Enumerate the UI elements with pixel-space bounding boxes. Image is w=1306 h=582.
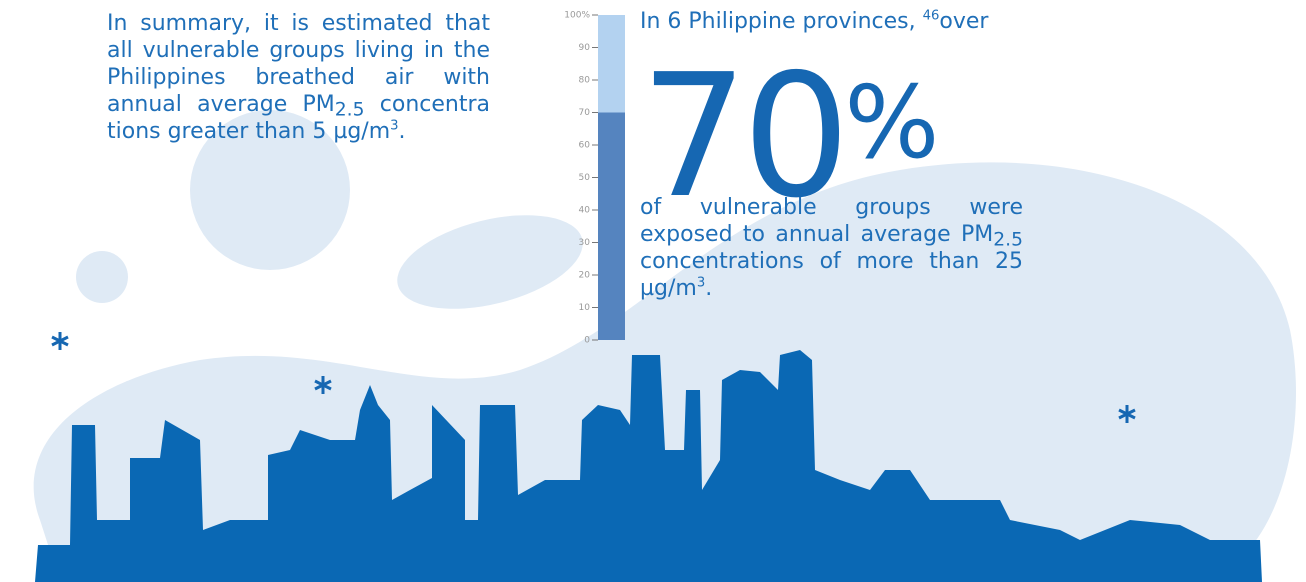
text: In 6 Philippine provinces, <box>640 9 923 34</box>
text: . <box>398 119 406 144</box>
tick-label: 40 <box>579 206 591 216</box>
tick-label: 10 <box>579 303 591 313</box>
blob <box>190 110 350 270</box>
asterisks <box>51 332 1136 423</box>
headline-number: 70% <box>640 38 939 222</box>
skyline <box>35 350 1262 582</box>
text: In summary, it is estimated that all vul… <box>107 11 490 117</box>
gauge-fill <box>598 112 625 340</box>
tick-label: 60 <box>579 141 591 151</box>
tick-label: 50 <box>579 173 591 183</box>
text: over <box>939 9 989 34</box>
superscript: 3 <box>696 275 706 291</box>
tick-label: 80 <box>579 76 591 86</box>
summary-text: In summary, it is estimated that all vul… <box>107 10 490 145</box>
tick-label: 70 <box>579 108 591 118</box>
tick-label: 100% <box>564 11 590 21</box>
tick-label: 30 <box>579 238 591 248</box>
subscript: 2.5 <box>334 99 365 121</box>
tick-label: 20 <box>579 271 591 281</box>
text: concentra tions greater than 5 µg/m <box>107 92 490 144</box>
detail-text: of vulnerable groups were exposed to ann… <box>640 194 1023 302</box>
text: concentrations of more than 25 µg/m <box>640 249 1023 301</box>
text: of vulnerable groups were exposed to ann… <box>640 195 1023 247</box>
superscript: 3 <box>390 118 399 134</box>
blob <box>397 215 583 309</box>
intro-text: In 6 Philippine provinces, 46over <box>640 8 1040 35</box>
big-unit: % <box>844 64 939 181</box>
big-value: 70 <box>640 38 850 236</box>
blob <box>76 251 128 303</box>
tick-label: 0 <box>584 336 590 346</box>
superscript: 46 <box>922 8 940 24</box>
text: . <box>705 276 713 301</box>
tick-label: 90 <box>579 43 591 53</box>
subscript: 2.5 <box>993 229 1023 251</box>
